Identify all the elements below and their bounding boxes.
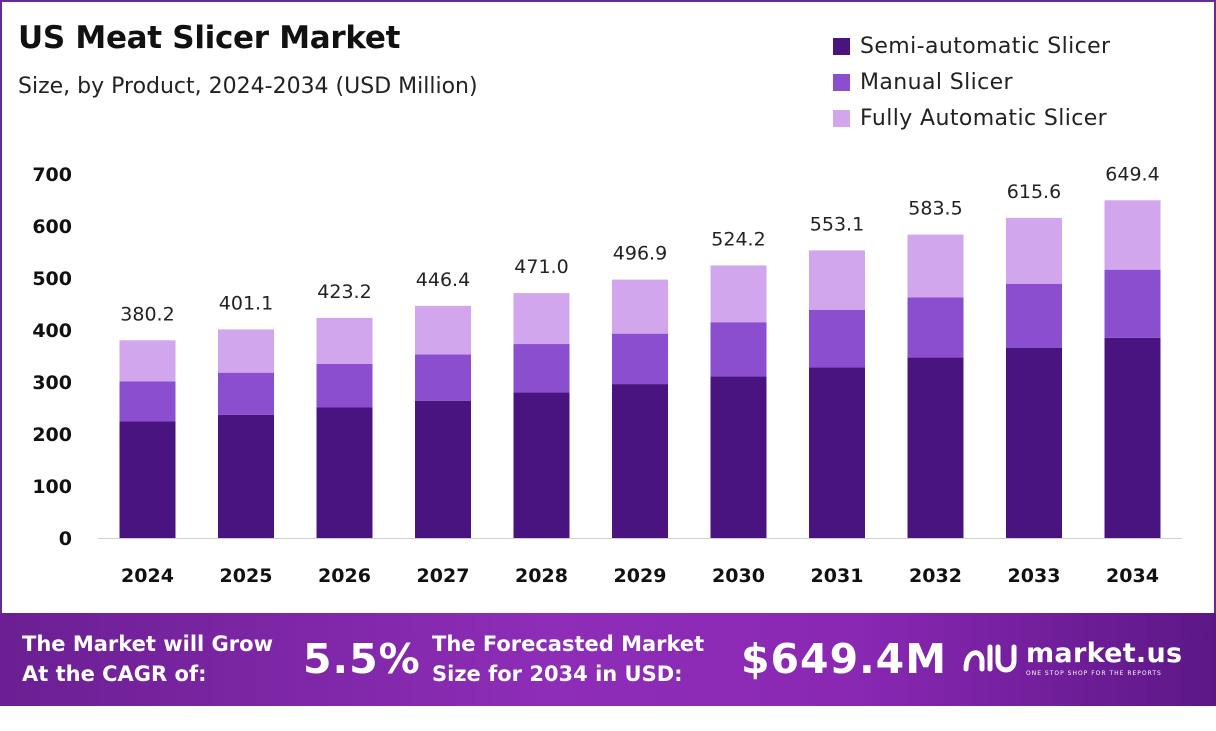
total-label-2033: 615.6 xyxy=(1007,181,1061,203)
legend: Semi-automatic Slicer Manual Slicer Full… xyxy=(833,28,1111,136)
legend-label-fully-automatic: Fully Automatic Slicer xyxy=(860,105,1108,131)
legend-item-semi-automatic: Semi-automatic Slicer xyxy=(833,28,1111,64)
total-label-2030: 524.2 xyxy=(711,228,765,250)
x-tick-label-2032: 2032 xyxy=(909,565,962,587)
x-tick-label-2024: 2024 xyxy=(121,565,174,587)
x-tick-label-2033: 2033 xyxy=(1008,565,1061,587)
legend-item-fully-automatic: Fully Automatic Slicer xyxy=(833,100,1111,136)
forecast-value: $649.4M xyxy=(741,635,948,683)
y-tick-label-600: 600 xyxy=(32,216,72,238)
cagr-value: 5.5% xyxy=(303,635,421,683)
chart-title: US Meat Slicer Market xyxy=(18,20,401,56)
bar-2026-manual-slicer xyxy=(316,363,373,408)
y-tick-label-100: 100 xyxy=(32,476,72,498)
brand-name: market.us xyxy=(1026,637,1183,669)
bar-2033-manual-slicer xyxy=(1006,283,1062,348)
bar-2032-fully-automatic-slicer xyxy=(907,234,964,298)
footer-banner: The Market will Grow At the CAGR of: 5.5… xyxy=(0,613,1216,706)
bar-2028-manual-slicer xyxy=(513,344,570,393)
y-tick-label-0: 0 xyxy=(59,528,72,550)
legend-label-manual: Manual Slicer xyxy=(860,69,1014,95)
bar-2034-semi-automatic-slicer xyxy=(1104,337,1161,538)
x-tick-label-2027: 2027 xyxy=(417,565,470,587)
bar-2029-semi-automatic-slicer xyxy=(612,384,668,538)
bar-2031-manual-slicer xyxy=(809,309,865,368)
forecast-label-line1: The Forecasted Market xyxy=(432,632,705,656)
cagr-label-line2: At the CAGR of: xyxy=(22,662,207,686)
bar-2026-semi-automatic-slicer xyxy=(316,407,373,538)
x-tick-label-2030: 2030 xyxy=(712,565,765,587)
bar-2033-semi-automatic-slicer xyxy=(1006,347,1062,538)
bar-2026-fully-automatic-slicer xyxy=(316,317,373,364)
legend-swatch-manual xyxy=(833,73,850,91)
bar-2025-fully-automatic-slicer xyxy=(218,329,274,373)
total-label-2027: 446.4 xyxy=(416,269,470,291)
legend-swatch-fully-automatic xyxy=(833,109,850,127)
legend-swatch-semi-automatic xyxy=(833,37,850,55)
x-tick-label-2028: 2028 xyxy=(515,565,568,587)
bar-2029-manual-slicer xyxy=(612,333,668,385)
bar-2025-manual-slicer xyxy=(218,372,274,415)
total-label-2031: 553.1 xyxy=(810,213,864,235)
x-tick-label-2026: 2026 xyxy=(318,565,371,587)
total-label-2029: 496.9 xyxy=(613,243,667,265)
legend-item-manual: Manual Slicer xyxy=(833,64,1111,100)
market-us-logo-icon xyxy=(963,644,1017,673)
y-tick-label-700: 700 xyxy=(32,164,72,186)
bar-chart: 0 100 200 300 400 500 600 700 380.2 2024 401.1 2025… xyxy=(32,163,1182,587)
forecast-label-line2: Size for 2034 in USD: xyxy=(432,662,683,686)
total-label-2028: 471.0 xyxy=(514,256,568,278)
cagr-label-line1: The Market will Grow xyxy=(22,632,273,656)
bar-2027-fully-automatic-slicer xyxy=(415,305,471,355)
bar-2033-fully-automatic-slicer xyxy=(1006,217,1062,284)
y-tick-label-400: 400 xyxy=(32,320,72,342)
bar-2027-manual-slicer xyxy=(415,354,471,401)
bar-2030-fully-automatic-slicer xyxy=(710,265,767,323)
forecast-label: The Forecasted Market Size for 2034 in U… xyxy=(432,629,704,689)
bar-2025-semi-automatic-slicer xyxy=(218,414,274,538)
x-tick-label-2034: 2034 xyxy=(1106,565,1159,587)
y-tick-label-200: 200 xyxy=(32,424,72,446)
y-tick-label-300: 300 xyxy=(32,372,72,394)
legend-label-semi-automatic: Semi-automatic Slicer xyxy=(860,33,1111,59)
total-label-2034: 649.4 xyxy=(1105,163,1159,185)
bar-2028-fully-automatic-slicer xyxy=(513,293,570,345)
bar-2032-manual-slicer xyxy=(907,297,964,358)
bar-2034-fully-automatic-slicer xyxy=(1104,200,1161,270)
bar-2031-semi-automatic-slicer xyxy=(809,367,865,538)
chart-subtitle: Size, by Product, 2024-2034 (USD Million… xyxy=(18,74,478,99)
total-label-2032: 583.5 xyxy=(908,198,962,220)
total-label-2025: 401.1 xyxy=(219,292,273,314)
bar-2030-manual-slicer xyxy=(710,322,767,377)
bar-2024-manual-slicer xyxy=(119,381,176,422)
bar-2030-semi-automatic-slicer xyxy=(710,376,767,538)
bar-2031-fully-automatic-slicer xyxy=(809,250,865,310)
y-tick-label-500: 500 xyxy=(32,268,72,290)
bar-2024-fully-automatic-slicer xyxy=(119,340,176,382)
total-label-2024: 380.2 xyxy=(120,303,174,325)
bar-2032-semi-automatic-slicer xyxy=(907,357,964,538)
x-tick-label-2029: 2029 xyxy=(614,565,667,587)
x-tick-label-2031: 2031 xyxy=(811,565,864,587)
total-label-2026: 423.2 xyxy=(317,281,371,303)
x-tick-label-2025: 2025 xyxy=(220,565,273,587)
brand-tagline: ONE STOP SHOP FOR THE REPORTS xyxy=(1026,669,1162,677)
bar-2029-fully-automatic-slicer xyxy=(612,279,668,334)
cagr-label: The Market will Grow At the CAGR of: xyxy=(22,629,273,689)
bar-2034-manual-slicer xyxy=(1104,269,1161,338)
bar-2028-semi-automatic-slicer xyxy=(513,392,570,538)
bar-2027-semi-automatic-slicer xyxy=(415,400,471,538)
market-us-logo: market.us ONE STOP SHOP FOR THE REPORTS xyxy=(962,639,1182,677)
bar-2024-semi-automatic-slicer xyxy=(119,421,176,538)
